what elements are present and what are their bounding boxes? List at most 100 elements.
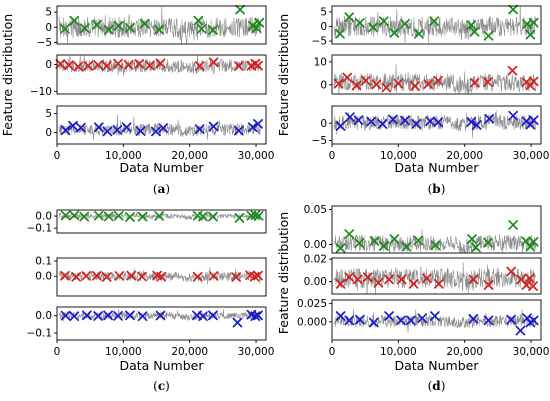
marker-d-3-5 bbox=[396, 315, 406, 326]
y-axis-label: Feature distribution bbox=[276, 212, 291, 334]
marker-a-1-6 bbox=[125, 23, 135, 33]
marker-b-3-0 bbox=[335, 121, 346, 131]
marker-c-1-0 bbox=[60, 210, 71, 221]
x-tick-label: 0 bbox=[54, 346, 61, 358]
panel-frame bbox=[331, 5, 542, 45]
marker-d-2-16 bbox=[528, 281, 538, 291]
marker-a-1-5 bbox=[113, 20, 124, 31]
marker-a-1-4 bbox=[103, 24, 114, 35]
marker-b-3-5 bbox=[388, 114, 398, 125]
y-tick-label: −10 bbox=[30, 86, 52, 98]
marker-a-1-10 bbox=[196, 23, 207, 34]
signal-trace-a-1 bbox=[58, 6, 261, 44]
marker-a-2-7 bbox=[123, 60, 134, 70]
marker-d-1-8 bbox=[430, 240, 441, 251]
y-tick-label: 0.025 bbox=[297, 298, 327, 310]
marker-c-1-7 bbox=[137, 211, 148, 222]
marker-c-1-14 bbox=[250, 210, 261, 221]
y-tick-label: 0.000 bbox=[297, 316, 327, 328]
marker-b-3-13 bbox=[508, 110, 518, 121]
marker-c-1-8 bbox=[154, 211, 165, 221]
x-tick-label: 0 bbox=[329, 150, 336, 162]
marker-d-1-2 bbox=[354, 238, 365, 249]
panel-frame bbox=[56, 5, 267, 45]
marker-a-1-0 bbox=[60, 23, 70, 34]
signal-trace-b-2 bbox=[333, 64, 536, 94]
subplot-caption-letter: d bbox=[432, 379, 441, 393]
marker-c-3-7 bbox=[137, 311, 148, 322]
marker-b-3-7 bbox=[411, 119, 422, 129]
marker-c-2-3 bbox=[91, 270, 102, 281]
y-tick-label: 0.0 bbox=[35, 211, 52, 223]
marker-d-1-4 bbox=[378, 241, 389, 251]
marker-b-2-12 bbox=[507, 65, 518, 76]
marker-d-3-7 bbox=[417, 313, 428, 324]
marker-b-1-5 bbox=[389, 28, 400, 38]
subplot-caption: (d) bbox=[428, 379, 446, 393]
marker-c-3-1 bbox=[69, 311, 80, 322]
marker-b-3-12 bbox=[484, 113, 495, 124]
marker-a-1-8 bbox=[154, 24, 165, 35]
marker-b-3-8 bbox=[425, 116, 436, 127]
marker-b-3-2 bbox=[353, 115, 364, 126]
subplot-caption: (b) bbox=[428, 182, 446, 196]
marker-b-2-7 bbox=[410, 81, 420, 91]
panel-frame bbox=[56, 54, 267, 95]
marker-a-2-6 bbox=[113, 58, 123, 69]
marker-a-2-8 bbox=[134, 59, 145, 69]
marker-b-1-8 bbox=[429, 16, 440, 27]
marker-c-1-11 bbox=[208, 211, 218, 222]
panel-c-3: 0.0 −0.1 bbox=[27, 306, 267, 341]
marker-c-1-12 bbox=[234, 213, 245, 223]
marker-a-3-5 bbox=[112, 125, 123, 135]
marker-a-2-10 bbox=[155, 58, 166, 69]
marker-a-1-15 bbox=[254, 17, 265, 28]
marker-d-1-9 bbox=[467, 234, 477, 244]
marker-a-2-13 bbox=[233, 61, 244, 71]
marker-a-1-9 bbox=[193, 15, 204, 26]
marker-d-1-15 bbox=[528, 236, 539, 247]
marker-d-3-8 bbox=[429, 311, 440, 321]
y-tick-label: 0 bbox=[45, 59, 52, 71]
marker-c-1-2 bbox=[79, 211, 90, 222]
y-tick-label: 0 bbox=[45, 22, 52, 34]
signal-trace-b-3 bbox=[333, 110, 536, 139]
marker-b-3-16 bbox=[528, 115, 539, 126]
marker-b-1-15 bbox=[528, 17, 539, 28]
marker-d-1-3 bbox=[369, 236, 380, 246]
marker-a-3-3 bbox=[93, 122, 104, 133]
marker-c-1-3 bbox=[93, 210, 104, 221]
marker-d-2-12 bbox=[506, 266, 516, 277]
marker-c-3-14 bbox=[250, 311, 261, 322]
marker-a-1-7 bbox=[139, 18, 150, 29]
marker-c-2-15 bbox=[253, 270, 263, 281]
marker-b-1-6 bbox=[400, 18, 410, 29]
y-axis-label: Feature distribution bbox=[276, 14, 291, 136]
marker-c-3-5 bbox=[113, 311, 123, 321]
x-tick-label: 10,000 bbox=[105, 150, 142, 162]
marker-a-3-8 bbox=[151, 126, 161, 137]
marker-a-2-4 bbox=[93, 60, 103, 70]
marker-c-3-0 bbox=[60, 310, 71, 321]
subplot-d: 0.05 0.00 0.02 0.00 0.025 0.000 0 10,000 20,000 3… bbox=[276, 204, 549, 393]
x-tick-label: 20,000 bbox=[171, 346, 208, 358]
y-tick-label: 0.1 bbox=[35, 256, 52, 268]
panel-frame bbox=[56, 257, 267, 297]
marker-c-2-11 bbox=[208, 271, 219, 281]
x-tick-label: 30,000 bbox=[238, 150, 275, 162]
marker-b-2-4 bbox=[371, 79, 382, 90]
x-axis-label: Data Number bbox=[119, 160, 204, 175]
marker-a-3-7 bbox=[135, 126, 146, 136]
x-tick-label: 20,000 bbox=[171, 150, 208, 162]
marker-c-1-4 bbox=[103, 211, 114, 222]
marker-d-1-14 bbox=[525, 241, 536, 252]
panel-a-1: 5 0 −5 bbox=[37, 4, 267, 49]
marker-d-2-11 bbox=[483, 280, 494, 290]
marker-a-1-14 bbox=[251, 23, 262, 34]
marker-a-3-4 bbox=[102, 126, 113, 137]
marker-b-2-0 bbox=[333, 78, 344, 89]
marker-a-3-6 bbox=[121, 122, 132, 133]
marker-a-3-12 bbox=[233, 125, 244, 136]
marker-c-2-9 bbox=[156, 271, 167, 282]
